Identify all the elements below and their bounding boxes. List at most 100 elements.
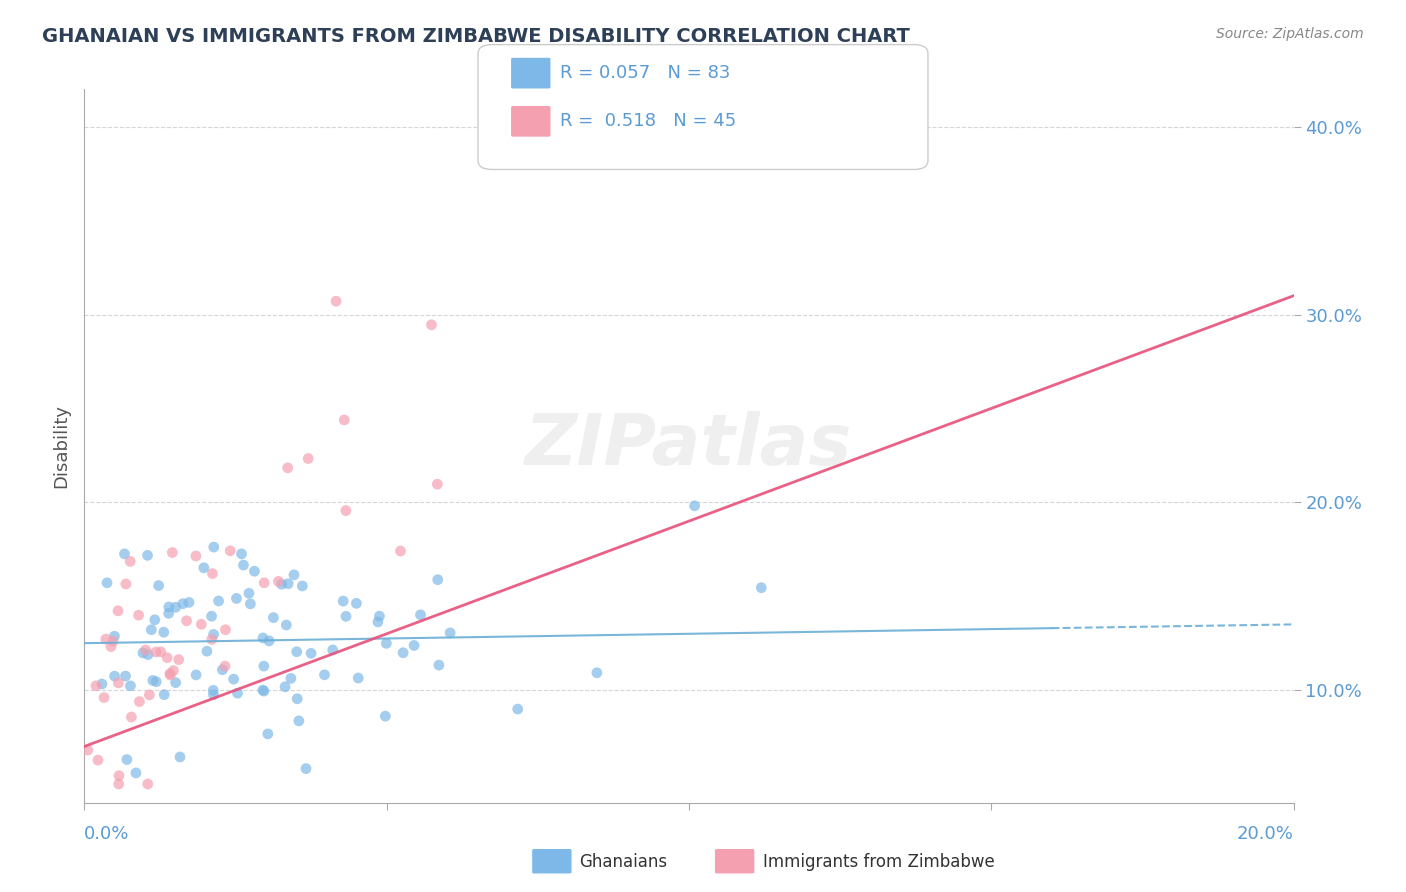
Point [120,679,142,693]
Text: GHANAIAN VS IMMIGRANTS FROM ZIMBABWE DISABILITY CORRELATION CHART: GHANAIAN VS IMMIGRANTS FROM ZIMBABWE DIS… [42,27,910,45]
Point [201,632,224,647]
Point [232,558,254,572]
Point [253,659,276,673]
Point [128,695,150,709]
Point [238,586,260,600]
Point [142,673,165,688]
Point [322,643,344,657]
Point [195,644,218,658]
Point [132,646,155,660]
Point [314,667,336,681]
Point [374,709,396,723]
Point [156,650,179,665]
Point [297,451,319,466]
Point [202,540,225,554]
Point [162,545,184,559]
Y-axis label: Disability: Disability [52,404,70,488]
Point [184,549,207,563]
Point [202,688,225,702]
Point [177,595,200,609]
Point [252,631,274,645]
Point [409,607,432,622]
Point [159,668,181,682]
Point [285,645,308,659]
Point [145,645,167,659]
Point [200,609,222,624]
Text: R =  0.518   N = 45: R = 0.518 N = 45 [560,112,735,130]
Point [277,460,299,475]
Point [136,777,159,791]
Point [202,683,225,698]
Point [335,609,357,624]
Point [389,544,412,558]
Point [344,596,367,610]
Point [214,623,236,637]
Point [145,674,167,689]
Point [749,581,772,595]
Point [256,727,278,741]
Point [165,600,187,615]
Point [375,636,398,650]
Point [225,591,247,606]
Point [96,575,118,590]
Point [87,753,110,767]
Text: R = 0.057   N = 83: R = 0.057 N = 83 [560,64,730,82]
Point [285,691,308,706]
Point [136,549,159,563]
Point [159,666,181,681]
Point [231,547,253,561]
Point [190,617,212,632]
Point [114,669,136,683]
Point [84,679,107,693]
Point [270,577,292,591]
Point [148,578,170,592]
Point [167,652,190,666]
Point [149,645,172,659]
Point [136,648,159,662]
Point [283,567,305,582]
Point [333,413,356,427]
Point [402,639,425,653]
Point [107,604,129,618]
Point [586,665,609,680]
Point [299,646,322,660]
Point [176,614,198,628]
Point [135,643,157,657]
Point [274,680,297,694]
Point [101,634,124,648]
Point [252,683,274,698]
Point [103,669,125,683]
Text: Immigrants from Zimbabwe: Immigrants from Zimbabwe [763,853,995,871]
Point [267,574,290,589]
Point [683,499,706,513]
Point [157,599,180,614]
Point [262,610,284,624]
Point [276,618,298,632]
Point [439,626,461,640]
Point [114,547,136,561]
Point [120,554,142,568]
Point [153,688,176,702]
Point [115,752,138,766]
Point [93,690,115,705]
Point [107,777,129,791]
Point [392,646,415,660]
Text: Source: ZipAtlas.com: Source: ZipAtlas.com [1216,27,1364,41]
Point [108,769,131,783]
Point [103,629,125,643]
Text: 20.0%: 20.0% [1237,825,1294,843]
Point [426,573,449,587]
Point [332,594,354,608]
Point [335,503,357,517]
Point [295,762,318,776]
Point [202,627,225,641]
Point [193,561,215,575]
Point [243,564,266,578]
Point [115,577,138,591]
Point [280,672,302,686]
Text: ZIPatlas: ZIPatlas [526,411,852,481]
Point [162,664,184,678]
Point [367,615,389,629]
Point [125,766,148,780]
Point [288,714,311,728]
